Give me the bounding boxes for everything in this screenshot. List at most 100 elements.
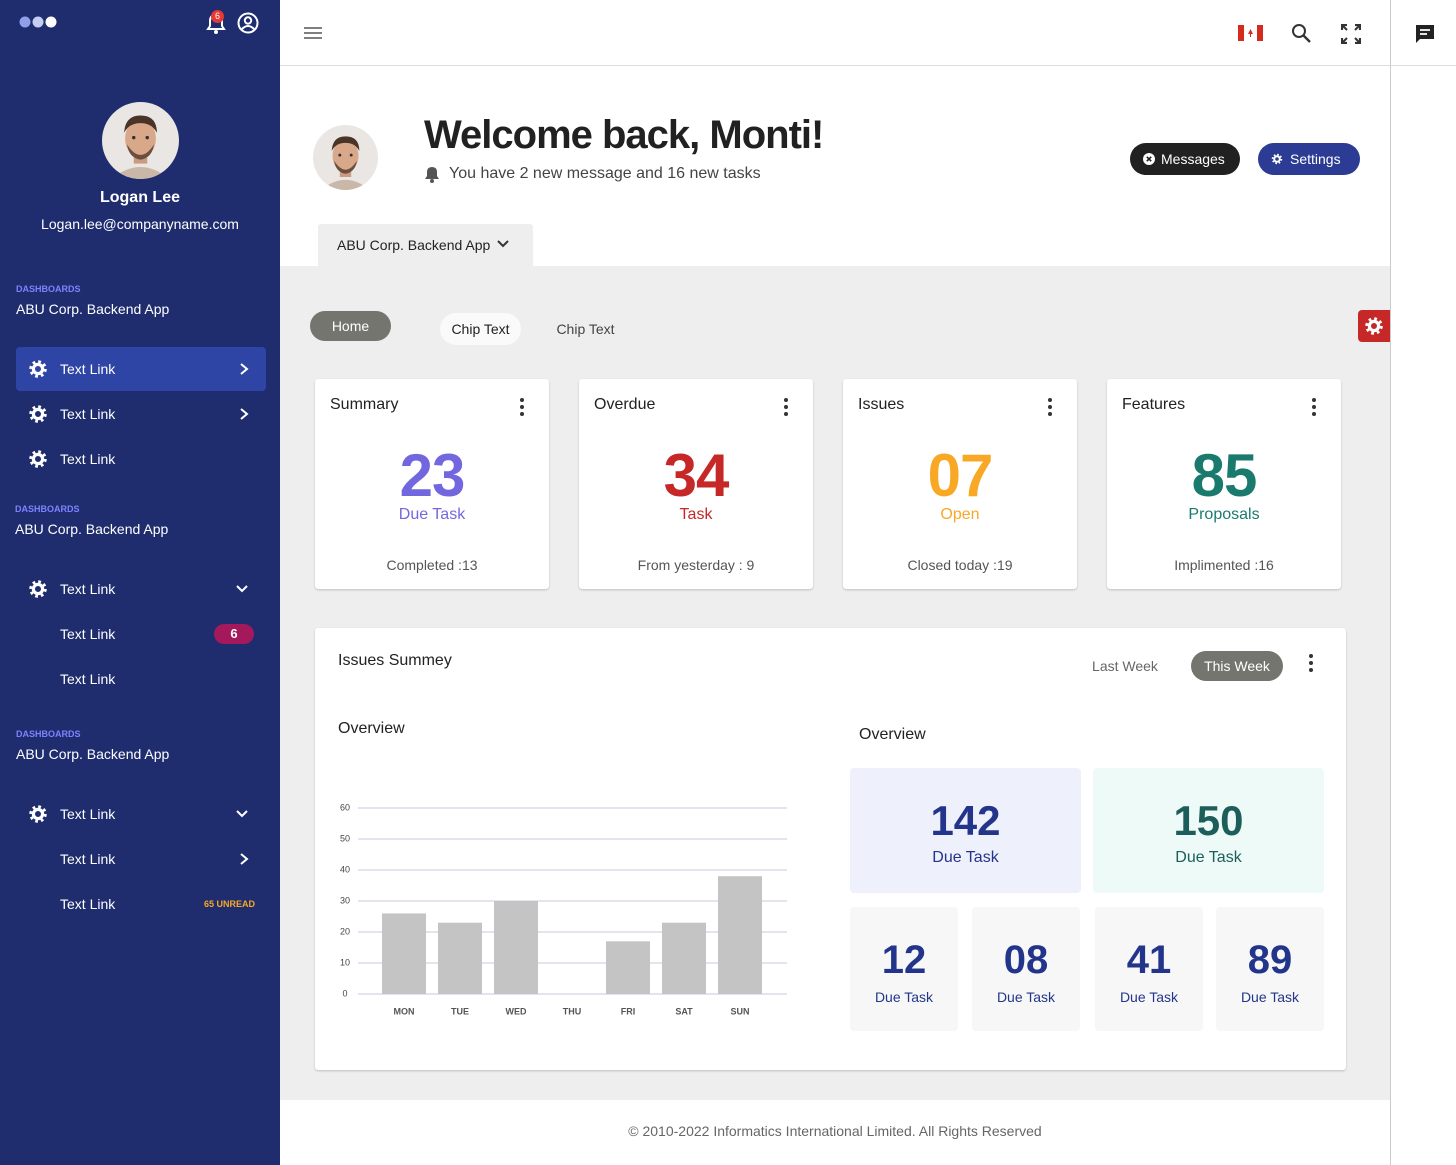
- section-subtitle: ABU Corp. Backend App: [15, 521, 169, 537]
- settings-fab[interactable]: [1358, 310, 1390, 342]
- chevron-down: [236, 585, 248, 593]
- y-tick-label: 40: [340, 864, 350, 874]
- card-value: 23: [399, 442, 466, 509]
- chevron-right: [240, 408, 249, 420]
- menu-icon[interactable]: [303, 25, 323, 41]
- kebab-menu[interactable]: [783, 397, 789, 417]
- stat-value: 150: [1173, 797, 1244, 844]
- stat-card: Features 85 Proposals Implimented :16: [1107, 379, 1341, 589]
- stat-box: 41 Due Task: [1095, 907, 1203, 1031]
- nav-label: Text Link: [60, 626, 116, 642]
- stat-box: 08 Due Task: [972, 907, 1080, 1031]
- chevron-down: [497, 240, 509, 248]
- section-subtitle: ABU Corp. Backend App: [16, 746, 170, 762]
- gear-icon: [1365, 317, 1383, 335]
- nav-item[interactable]: Text Link 65 UNREAD: [16, 882, 266, 926]
- stat-value: 142: [930, 797, 1001, 844]
- gear-icon: [1271, 153, 1283, 165]
- section-heading: DASHBOARDS: [16, 729, 81, 739]
- nav-item[interactable]: Text Link: [16, 567, 266, 611]
- chip[interactable]: Chip Text: [440, 313, 521, 345]
- chip[interactable]: Chip Text: [556, 321, 615, 337]
- chevron-right: [240, 853, 249, 865]
- bar-chart: 0 10 20 30 40 50 60 MON TUE WED THU FRI SAT SUN: [340, 802, 787, 1016]
- y-tick-label: 30: [340, 895, 350, 905]
- period-tab-active[interactable]: This Week: [1191, 651, 1283, 681]
- card-footer: Closed today :19: [907, 557, 1013, 573]
- bar: [382, 913, 426, 994]
- card-title: Summary: [330, 396, 399, 413]
- welcome-subtitle: You have 2 new message and 16 new tasks: [449, 165, 761, 182]
- nav-item[interactable]: Text Link: [16, 792, 266, 836]
- chat-icon[interactable]: [1414, 23, 1436, 45]
- section-heading: DASHBOARDS: [16, 284, 81, 294]
- overview-heading: Overview: [859, 726, 926, 743]
- stat-value: 08: [1003, 938, 1049, 982]
- stat-box: 12 Due Task: [850, 907, 958, 1031]
- gear-icon: [29, 405, 47, 423]
- x-tick-label: MON: [394, 1006, 415, 1016]
- messages-button[interactable]: Messages: [1130, 143, 1240, 175]
- nav-item[interactable]: Text Link: [16, 437, 266, 481]
- profile-email: Logan.lee@companyname.com: [41, 216, 239, 232]
- profile-name: Logan Lee: [99, 189, 180, 206]
- stat-card: Overdue 34 Task From yesterday : 9: [579, 379, 813, 589]
- right-rail: [1390, 0, 1456, 1165]
- card-value: 85: [1191, 442, 1258, 509]
- bar: [494, 901, 538, 994]
- stat-label: Due Task: [996, 989, 1056, 1005]
- card-title: Issues: [858, 396, 905, 413]
- card-title: Features: [1122, 396, 1186, 413]
- x-tick-label: THU: [563, 1006, 582, 1016]
- gear-icon: [29, 360, 47, 378]
- bell-icon: [425, 167, 439, 183]
- nav-item[interactable]: Text Link: [16, 837, 266, 881]
- notification-badge: 6: [211, 10, 224, 23]
- stat-value: 12: [881, 938, 927, 982]
- nav-item[interactable]: Text Link 6: [16, 612, 266, 656]
- settings-label: Settings: [1290, 151, 1341, 167]
- stat-card: Summary 23 Due Task Completed :13: [315, 379, 549, 589]
- card-label: Task: [679, 506, 713, 523]
- period-tab[interactable]: Last Week: [1092, 658, 1158, 674]
- card-footer: From yesterday : 9: [637, 557, 755, 573]
- language-flag[interactable]: [1238, 25, 1263, 41]
- y-tick-label: 10: [340, 957, 350, 967]
- close-icon: [1143, 153, 1155, 165]
- nav-badge: 65 UNREAD: [203, 899, 255, 909]
- stat-label: Due Task: [874, 989, 934, 1005]
- nav-item[interactable]: Text Link: [16, 392, 266, 436]
- kebab-menu[interactable]: [1308, 653, 1314, 673]
- stat-label: Due Task: [932, 849, 999, 866]
- nav-item[interactable]: Text Link: [16, 657, 266, 701]
- search-icon[interactable]: [1290, 22, 1312, 44]
- gear-icon: [29, 450, 47, 468]
- nav-label: Text Link: [60, 671, 116, 687]
- welcome-avatar: [313, 125, 378, 190]
- fullscreen-icon[interactable]: [1341, 24, 1361, 44]
- card-footer: Implimented :16: [1174, 557, 1274, 573]
- rail-divider: [1391, 65, 1456, 66]
- card-label: Proposals: [1188, 506, 1260, 523]
- kebab-menu[interactable]: [1047, 397, 1053, 417]
- x-tick-label: TUE: [451, 1006, 469, 1016]
- chip-active[interactable]: Home: [310, 311, 391, 341]
- panel-title: Issues Summey: [338, 652, 452, 669]
- stat-card: Issues 07 Open Closed today :19: [843, 379, 1077, 589]
- account-icon[interactable]: [236, 11, 260, 35]
- kebab-menu[interactable]: [1311, 397, 1317, 417]
- nav-item-active[interactable]: Text Link: [16, 347, 266, 391]
- stat-box: 89 Due Task: [1216, 907, 1324, 1031]
- kebab-menu[interactable]: [519, 397, 525, 417]
- stat-box: 150 Due Task: [1093, 768, 1324, 893]
- nav-label: Text Link: [60, 451, 116, 467]
- bar: [438, 922, 482, 994]
- y-tick-label: 0: [342, 988, 347, 998]
- card-label: Open: [940, 506, 980, 523]
- stat-value: 41: [1126, 938, 1172, 982]
- settings-button[interactable]: Settings: [1258, 143, 1360, 175]
- x-tick-label: FRI: [621, 1006, 636, 1016]
- app-tab[interactable]: ABU Corp. Backend App: [318, 224, 533, 266]
- nav-label: Text Link: [60, 851, 116, 867]
